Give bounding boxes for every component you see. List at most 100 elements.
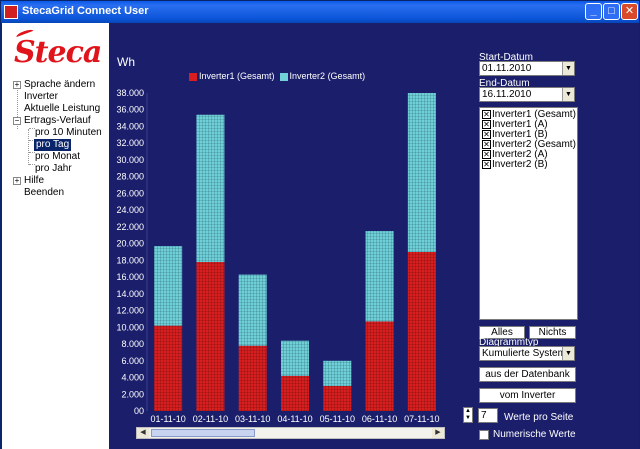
start-date-picker[interactable]: 01.11.2010 ▼ <box>479 61 575 76</box>
tree-item-beenden[interactable]: Beenden <box>24 187 65 198</box>
series-option-label: Inverter2 (Gesamt) <box>492 139 576 150</box>
window-title: StecaGrid Connect User <box>22 5 149 17</box>
load-from-database-button[interactable]: aus der Datenbank <box>479 367 576 382</box>
values-per-page-label: Werte pro Seite <box>504 412 574 423</box>
bar-segment-inverter1 <box>323 385 352 411</box>
series-option[interactable]: ✕ Inverter2 (Gesamt) <box>482 140 576 150</box>
series-option-label: Inverter1 (A) <box>492 119 548 130</box>
navigation-panel: Steca + Sprache ändern Inverter Aktuelle… <box>2 23 109 449</box>
load-from-inverter-button[interactable]: vom Inverter <box>479 388 576 403</box>
legend-swatch-inverter2 <box>279 72 288 81</box>
series-option-label: Inverter1 (B) <box>492 129 548 140</box>
bar-segment-inverter2 <box>238 274 267 346</box>
tree-item-aktuelle-leistung[interactable]: Aktuelle Leistung <box>24 103 101 114</box>
y-tick-label: 30.000 <box>116 155 144 165</box>
legend-label-inverter2: Inverter2 (Gesamt) <box>289 71 366 81</box>
values-per-page-input[interactable]: 7 <box>478 408 498 423</box>
checkbox-checked-icon[interactable]: ✕ <box>482 160 491 169</box>
y-tick-label: 4.000 <box>121 373 144 383</box>
chart-area: Wh Inverter1 (Gesamt) Inverter2 (Gesamt)… <box>109 23 476 449</box>
tree-connector <box>29 152 35 153</box>
select-none-button[interactable]: Nichts <box>529 326 576 339</box>
series-option[interactable]: ✕ Inverter1 (B) <box>482 130 548 140</box>
series-option[interactable]: ✕ Inverter2 (B) <box>482 160 548 170</box>
tree-item-inverter[interactable]: Inverter <box>24 91 58 102</box>
tree-item-pro-monat[interactable]: pro Monat <box>35 151 81 162</box>
chart-horizontal-scrollbar[interactable]: ◀ ▶ <box>136 427 445 439</box>
tree-connector <box>17 85 18 129</box>
chevron-down-icon[interactable]: ▼ <box>562 62 574 75</box>
series-option-label: Inverter2 (B) <box>492 159 548 170</box>
chevron-down-icon[interactable]: ▼ <box>562 88 574 101</box>
series-option[interactable]: ✕ Inverter1 (A) <box>482 120 548 130</box>
bar-segment-inverter1 <box>238 345 267 411</box>
y-tick-label: 38.000 <box>116 88 144 98</box>
checkbox-checked-icon[interactable]: ✕ <box>482 150 491 159</box>
tree-item-pro-10-minuten[interactable]: pro 10 Minuten <box>35 127 102 138</box>
series-option[interactable]: ✕ Inverter2 (A) <box>482 150 548 160</box>
y-tick-label: 8.000 <box>121 339 144 349</box>
tree-item-hilfe[interactable]: Hilfe <box>24 175 45 186</box>
scroll-right-icon[interactable]: ▶ <box>432 428 444 438</box>
checkbox-checked-icon[interactable]: ✕ <box>482 110 491 119</box>
title-bar[interactable]: StecaGrid Connect User _ □ ✕ <box>1 1 639 23</box>
bar-segment-inverter1 <box>407 252 436 411</box>
bar-segment-inverter1 <box>365 321 394 411</box>
y-tick-label: 12.000 <box>116 306 144 316</box>
bar-segment-inverter2 <box>407 93 436 252</box>
select-all-button[interactable]: Alles <box>479 326 525 339</box>
steca-logo: Steca <box>14 35 102 70</box>
checkbox-checked-icon[interactable]: ✕ <box>482 140 491 149</box>
chart-legend: Inverter1 (Gesamt) Inverter2 (Gesamt) <box>189 71 365 81</box>
x-tick-label: 04-11-10 <box>277 414 312 423</box>
maximize-button[interactable]: □ <box>603 3 620 20</box>
y-tick-label: 00 <box>134 406 144 416</box>
x-tick-label: 03-11-10 <box>235 414 270 423</box>
tree-connector <box>29 164 35 165</box>
bar-segment-inverter2 <box>281 340 309 376</box>
y-tick-label: 22.000 <box>116 222 144 232</box>
x-tick-label: 07-11-10 <box>404 414 439 423</box>
x-tick-label: 01-11-10 <box>150 414 185 423</box>
y-unit-label: Wh <box>117 55 135 69</box>
checkbox-checked-icon[interactable]: ✕ <box>482 130 491 139</box>
bar-segment-inverter2 <box>196 114 225 263</box>
tree-connector <box>28 129 29 165</box>
tree-item-sprache[interactable]: Sprache ändern <box>24 79 96 90</box>
app-icon <box>4 5 18 19</box>
numeric-values-label: Numerische Werte <box>493 429 576 440</box>
scroll-left-icon[interactable]: ◀ <box>137 428 149 438</box>
diagram-type-select[interactable]: Kumulierte Systemv ▼ <box>479 346 575 361</box>
tree-item-pro-tag[interactable]: pro Tag <box>34 139 72 151</box>
chevron-down-icon[interactable]: ▼ <box>562 347 574 360</box>
x-tick-label: 05-11-10 <box>320 414 355 423</box>
diagram-type-value: Kumulierte Systemv <box>482 348 571 359</box>
y-tick-label: 24.000 <box>116 205 144 215</box>
tree-connector <box>29 140 35 141</box>
numeric-values-checkbox[interactable] <box>479 430 489 440</box>
y-tick-label: 18.000 <box>116 255 144 265</box>
end-date-picker[interactable]: 16.11.2010 ▼ <box>479 87 575 102</box>
tree-item-ertrags-verlauf[interactable]: Ertrags-Verlauf <box>24 115 91 126</box>
minimize-button[interactable]: _ <box>585 3 602 20</box>
close-button[interactable]: ✕ <box>621 3 638 20</box>
legend-swatch-inverter1 <box>189 72 197 81</box>
bar-segment-inverter1 <box>281 375 309 411</box>
scrollbar-thumb[interactable] <box>151 429 255 437</box>
checkbox-checked-icon[interactable]: ✕ <box>482 120 491 129</box>
bar-segment-inverter2 <box>154 246 183 326</box>
expand-icon[interactable]: + <box>13 80 21 89</box>
tree-item-pro-jahr[interactable]: pro Jahr <box>35 163 72 174</box>
x-tick-label: 02-11-10 <box>193 414 228 423</box>
expand-icon[interactable]: + <box>13 176 21 185</box>
values-per-page-spinner[interactable]: ▲ ▼ <box>463 407 473 423</box>
y-tick-label: 32.000 <box>116 138 144 148</box>
y-tick-label: 20.000 <box>116 239 144 249</box>
y-tick-label: 28.000 <box>116 172 144 182</box>
series-option[interactable]: ✕ Inverter1 (Gesamt) <box>482 110 576 120</box>
control-panel: Start-Datum 01.11.2010 ▼ End-Datum 16.11… <box>463 23 639 449</box>
bar-segment-inverter2 <box>365 231 394 322</box>
series-checklist[interactable]: ✕ Inverter1 (Gesamt) ✕ Inverter1 (A) ✕ Inve… <box>479 107 578 320</box>
end-date-label: End-Datum <box>479 78 530 89</box>
collapse-icon[interactable]: − <box>13 116 21 125</box>
